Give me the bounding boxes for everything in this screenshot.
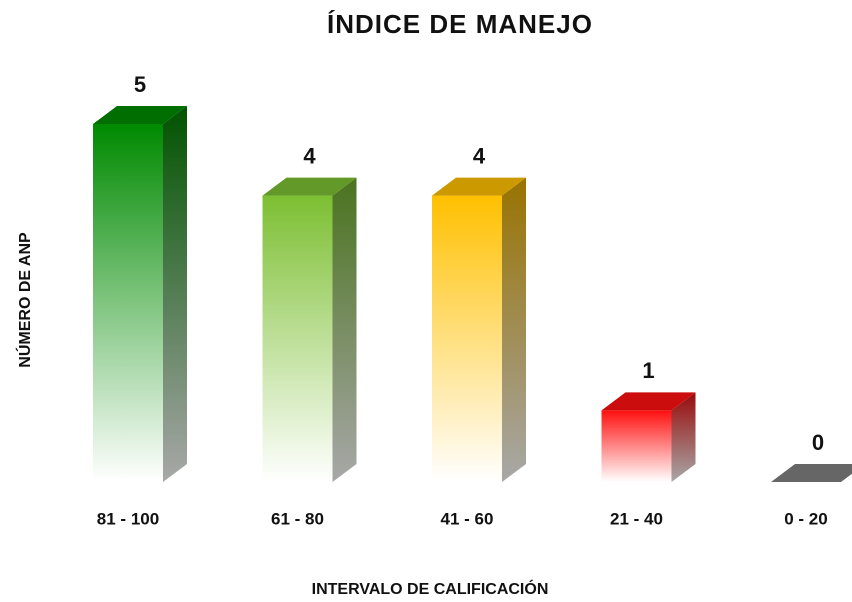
bar-side bbox=[671, 392, 696, 482]
bar-top bbox=[601, 392, 696, 411]
bar bbox=[262, 195, 333, 482]
bar-side bbox=[502, 177, 526, 482]
x-tick-label: 21 - 40 bbox=[610, 509, 663, 528]
x-tick-label: 41 - 60 bbox=[441, 509, 494, 528]
bar-side bbox=[163, 106, 187, 482]
bar bbox=[432, 195, 502, 482]
x-tick-label: 61 - 80 bbox=[271, 509, 324, 528]
bar-side bbox=[332, 177, 357, 482]
bar bbox=[93, 124, 163, 482]
bar-top bbox=[93, 106, 187, 124]
data-label: 5 bbox=[134, 72, 146, 97]
bar-top bbox=[432, 177, 526, 196]
bar-top bbox=[262, 177, 357, 196]
bar bbox=[601, 410, 672, 482]
data-label: 0 bbox=[812, 430, 824, 455]
data-label: 1 bbox=[642, 358, 654, 383]
bar-top bbox=[771, 464, 852, 482]
x-axis-title: INTERVALO DE CALIFICACIÓN bbox=[312, 579, 549, 598]
x-tick-label: 0 - 20 bbox=[784, 509, 827, 528]
data-label: 4 bbox=[303, 143, 316, 168]
x-tick-label: 81 - 100 bbox=[97, 509, 159, 528]
data-label: 4 bbox=[473, 143, 486, 168]
y-axis-title: NÚMERO DE ANP bbox=[15, 232, 34, 368]
chart-title: ÍNDICE DE MANEJO bbox=[327, 9, 593, 39]
